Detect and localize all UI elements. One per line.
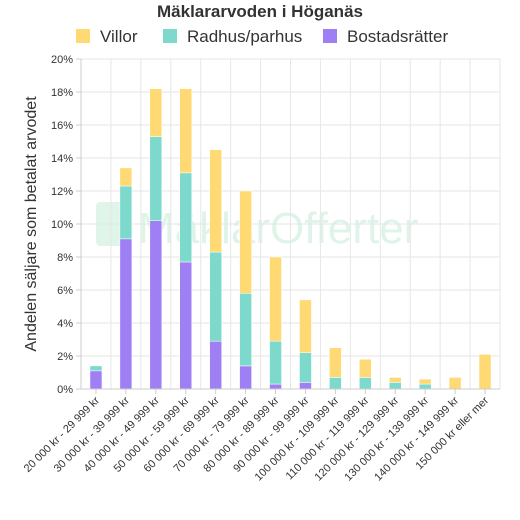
- y-tick-label: 8%: [57, 252, 73, 264]
- bar-segment[interactable]: [179, 88, 192, 174]
- bar-segment[interactable]: [179, 172, 192, 263]
- bar-segment[interactable]: [478, 354, 492, 390]
- y-tick-label: 14%: [51, 153, 73, 165]
- bar-segment[interactable]: [269, 383, 282, 390]
- bar-segment[interactable]: [299, 352, 312, 383]
- bar-segment[interactable]: [119, 238, 133, 390]
- bar-segment[interactable]: [418, 378, 432, 385]
- gridlines: [80, 58, 501, 390]
- y-tick-label: 0%: [57, 384, 73, 396]
- bar-segment[interactable]: [149, 136, 163, 221]
- bar-segment[interactable]: [209, 149, 222, 253]
- bar-segment[interactable]: [149, 88, 163, 137]
- bar-segment[interactable]: [269, 340, 282, 385]
- bar-segment[interactable]: [209, 340, 222, 390]
- bar-segment[interactable]: [299, 382, 312, 390]
- bar-segment[interactable]: [418, 383, 432, 390]
- bar-segment[interactable]: [179, 261, 192, 390]
- legend-label[interactable]: Villor: [100, 27, 138, 46]
- bar-segment[interactable]: [239, 365, 252, 390]
- y-tick-label: 20%: [51, 54, 73, 66]
- legend-swatch: [76, 29, 90, 43]
- bar-segment[interactable]: [149, 220, 163, 390]
- bar-segment[interactable]: [89, 365, 103, 372]
- bar-segment[interactable]: [89, 370, 103, 390]
- y-axis-ticks: 0% 2% 4% 6% 8% 10% 12% 14% 16% 18% 20%: [51, 54, 82, 396]
- legend-label[interactable]: Radhus/parhus: [187, 27, 302, 46]
- bar-segment[interactable]: [119, 185, 133, 240]
- bar-segment[interactable]: [239, 293, 252, 367]
- bar-segment[interactable]: [269, 256, 282, 342]
- legend-swatch: [323, 29, 337, 43]
- bar-segment[interactable]: [359, 359, 372, 378]
- bar-segment[interactable]: [209, 251, 222, 342]
- bar-segment[interactable]: [359, 377, 372, 390]
- bars: [89, 88, 492, 390]
- y-tick-label: 6%: [57, 285, 73, 297]
- y-tick-label: 2%: [57, 351, 73, 363]
- legend-label[interactable]: Bostadsrätter: [347, 27, 448, 46]
- y-tick-label: 4%: [57, 318, 73, 330]
- y-tick-label: 16%: [51, 120, 73, 132]
- chart-title: Mäklararvoden i Höganäs: [157, 2, 363, 21]
- bar-segment[interactable]: [239, 190, 252, 294]
- legend-swatch: [163, 29, 177, 43]
- bar-segment[interactable]: [329, 347, 342, 378]
- bar-segment[interactable]: [389, 382, 402, 390]
- bar-segment[interactable]: [389, 377, 402, 383]
- y-axis-label: Andelen säljare som betalat arvodet: [23, 96, 40, 352]
- y-tick-label: 10%: [51, 219, 73, 231]
- bar-segment[interactable]: [299, 299, 312, 353]
- y-tick-label: 12%: [51, 186, 73, 198]
- legend: Villor Radhus/parhus Bostadsrätter: [76, 27, 448, 46]
- bar-segment[interactable]: [448, 377, 462, 390]
- bar-segment[interactable]: [119, 167, 133, 187]
- watermark: MäklarOfferter: [96, 202, 418, 253]
- bar-segment[interactable]: [329, 377, 342, 390]
- y-tick-label: 18%: [51, 87, 73, 99]
